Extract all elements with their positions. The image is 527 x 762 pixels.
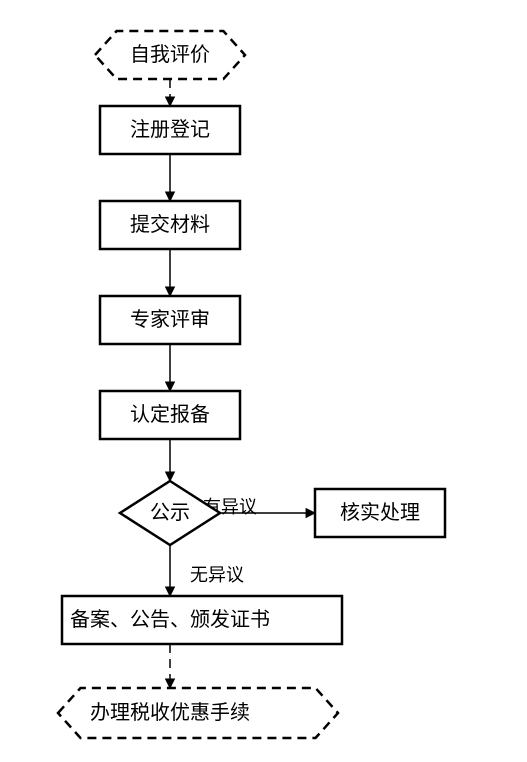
node-label: 认定报备 bbox=[130, 403, 210, 426]
node-label: 提交材料 bbox=[130, 213, 210, 236]
node-label: 专家评审 bbox=[130, 308, 210, 331]
node-label: 核实处理 bbox=[340, 501, 420, 524]
node-label: 办理税收优惠手续 bbox=[90, 701, 250, 724]
node-n5: 认定报备 bbox=[100, 391, 240, 439]
node-label: 自我评价 bbox=[130, 43, 210, 66]
node-n9: 办理税收优惠手续 bbox=[58, 688, 338, 738]
node-n8: 备案、公告、颁发证书 bbox=[62, 596, 342, 644]
node-n6: 公示 bbox=[120, 481, 220, 545]
node-label: 公示 bbox=[150, 502, 190, 524]
flowchart-canvas: 有异议无异议自我评价注册登记提交材料专家评审认定报备公示核实处理备案、公告、颁发… bbox=[0, 0, 527, 762]
node-n4: 专家评审 bbox=[100, 296, 240, 344]
node-n7: 核实处理 bbox=[315, 489, 445, 537]
node-n3: 提交材料 bbox=[100, 201, 240, 249]
node-label: 注册登记 bbox=[130, 118, 210, 141]
node-n2: 注册登记 bbox=[100, 106, 240, 154]
edge-label: 无异议 bbox=[190, 565, 244, 585]
node-label: 备案、公告、颁发证书 bbox=[70, 608, 270, 631]
node-n1: 自我评价 bbox=[95, 31, 245, 79]
